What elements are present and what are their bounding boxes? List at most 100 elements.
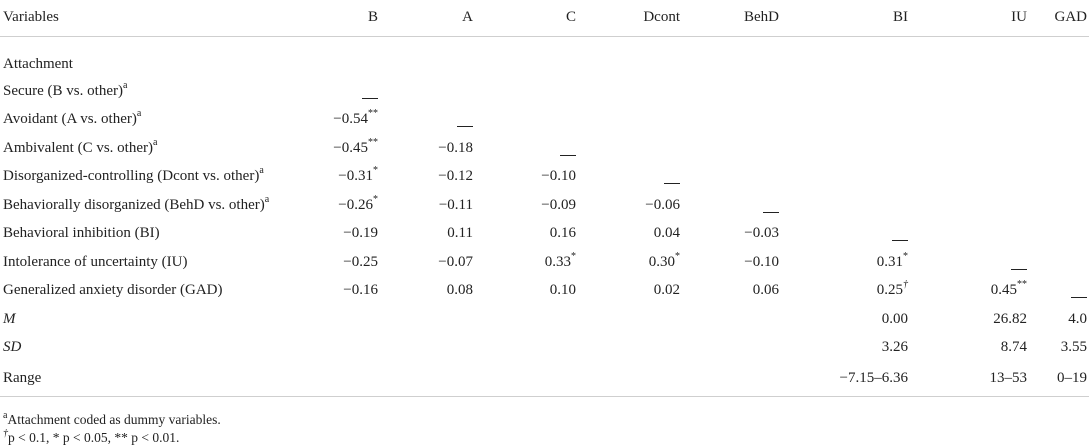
cell-iu bbox=[918, 106, 1035, 135]
cell-c: — bbox=[475, 134, 581, 163]
cell-c bbox=[475, 77, 581, 106]
cell-a: — bbox=[385, 106, 475, 135]
cell-value: 8.74 bbox=[1000, 339, 1027, 356]
cell-behd bbox=[684, 134, 786, 163]
cell-value: 4.0 bbox=[1068, 310, 1087, 327]
header-a: A bbox=[385, 0, 475, 37]
cell-c bbox=[475, 334, 581, 363]
cell-value: −0.18 bbox=[438, 139, 473, 156]
cell-bi: −7.15–6.36 bbox=[786, 362, 918, 397]
cell-value: 26.82 bbox=[993, 310, 1027, 327]
cell-dcont bbox=[581, 106, 684, 135]
cell-gad bbox=[1035, 163, 1089, 192]
cell-gad: 3.55 bbox=[1035, 334, 1089, 363]
cell-dcont bbox=[581, 77, 684, 106]
diagonal-dash bbox=[1071, 297, 1087, 299]
row-label: Secure (B vs. other)a bbox=[3, 79, 128, 99]
cell-iu bbox=[918, 191, 1035, 220]
cell-bi: 3.26 bbox=[786, 334, 918, 363]
cell-bi: 0.25† bbox=[786, 277, 918, 306]
section-label: Attachment bbox=[3, 56, 73, 72]
cell-bi: 0.00 bbox=[786, 305, 918, 334]
cell-iu: 8.74 bbox=[918, 334, 1035, 363]
row-label-superscript: a bbox=[259, 165, 264, 177]
cell-behd bbox=[684, 305, 786, 334]
cell-a bbox=[385, 305, 475, 334]
table-row: Behavioral inhibition (BI) −0.19 0.11 0.16 0… bbox=[0, 220, 1089, 249]
cell-a: −0.11 bbox=[385, 191, 475, 220]
cell-value: −0.45 bbox=[333, 139, 368, 156]
cell-b bbox=[284, 334, 385, 363]
row-label: Generalized anxiety disorder (GAD) bbox=[3, 282, 223, 299]
cell-behd: 0.06 bbox=[684, 277, 786, 306]
cell-dcont: 0.02 bbox=[581, 277, 684, 306]
cell-gad bbox=[1035, 134, 1089, 163]
cell-value: 0.45 bbox=[990, 282, 1017, 299]
table-row: SD 3.26 8.74 3.55 bbox=[0, 334, 1089, 363]
row-label: Behaviorally disorganized (BehD vs. othe… bbox=[3, 193, 270, 213]
cell-value: 0.16 bbox=[549, 225, 576, 242]
cell-b bbox=[284, 362, 385, 397]
cell-dcont: 0.04 bbox=[581, 220, 684, 249]
cell-c: −0.09 bbox=[475, 191, 581, 220]
cell-gad: 0–19 bbox=[1035, 362, 1089, 397]
cell-value: −0.54 bbox=[333, 111, 368, 128]
cell-value: −0.26 bbox=[338, 196, 373, 213]
significance-marker: * bbox=[571, 250, 576, 262]
cell-behd: — bbox=[684, 191, 786, 220]
cell-value: 0.11 bbox=[447, 225, 473, 242]
cell-b: −0.19 bbox=[284, 220, 385, 249]
significance-marker: † bbox=[903, 279, 908, 291]
table-row: Avoidant (A vs. other)a−0.54**— bbox=[0, 106, 1089, 135]
cell-a bbox=[385, 334, 475, 363]
cell-bi bbox=[786, 191, 918, 220]
cell-dcont bbox=[581, 134, 684, 163]
cell-iu bbox=[918, 77, 1035, 106]
row-label: M bbox=[3, 310, 16, 327]
cell-bi: 0.31* bbox=[786, 248, 918, 277]
header-b: B bbox=[284, 0, 385, 37]
header-dcont: Dcont bbox=[581, 0, 684, 37]
cell-value: 0.00 bbox=[881, 310, 908, 327]
significance-marker: ** bbox=[1017, 279, 1027, 291]
diagonal-dash bbox=[892, 240, 908, 242]
cell-a bbox=[385, 362, 475, 397]
cell-behd bbox=[684, 106, 786, 135]
cell-behd: −0.10 bbox=[684, 248, 786, 277]
significance-marker: * bbox=[373, 193, 378, 205]
cell-gad bbox=[1035, 106, 1089, 135]
diagonal-dash bbox=[560, 154, 576, 156]
diagonal-dash bbox=[457, 126, 473, 128]
cell-bi: — bbox=[786, 220, 918, 249]
header-c: C bbox=[475, 0, 581, 37]
cell-c bbox=[475, 106, 581, 135]
cell-gad bbox=[1035, 191, 1089, 220]
cell-dcont bbox=[581, 362, 684, 397]
cell-value: 0.04 bbox=[653, 225, 680, 242]
row-label: Ambivalent (C vs. other)a bbox=[3, 136, 158, 156]
cell-b: — bbox=[284, 77, 385, 106]
cell-iu: 13–53 bbox=[918, 362, 1035, 397]
diagonal-dash bbox=[763, 211, 779, 213]
cell-dcont: −0.06 bbox=[581, 191, 684, 220]
cell-gad bbox=[1035, 77, 1089, 106]
cell-c: 0.33* bbox=[475, 248, 581, 277]
cell-gad: 4.0 bbox=[1035, 305, 1089, 334]
header-variables: Variables bbox=[0, 0, 284, 37]
cell-a: −0.12 bbox=[385, 163, 475, 192]
cell-dcont: — bbox=[581, 163, 684, 192]
significance-marker: ** bbox=[368, 136, 378, 148]
row-label: Range bbox=[0, 362, 284, 397]
cell-value: 0–19 bbox=[1057, 370, 1087, 387]
cell-gad bbox=[1035, 220, 1089, 249]
significance-marker: * bbox=[903, 250, 908, 262]
cell-a: −0.07 bbox=[385, 248, 475, 277]
row-label-superscript: a bbox=[122, 79, 128, 91]
cell-iu: 26.82 bbox=[918, 305, 1035, 334]
cell-iu: — bbox=[918, 248, 1035, 277]
cell-b: −0.25 bbox=[284, 248, 385, 277]
row-label: Disorganized-controlling (Dcont vs. othe… bbox=[3, 165, 264, 185]
cell-value: 0.02 bbox=[653, 282, 680, 299]
cell-behd bbox=[684, 334, 786, 363]
cell-value: −0.11 bbox=[438, 196, 473, 213]
